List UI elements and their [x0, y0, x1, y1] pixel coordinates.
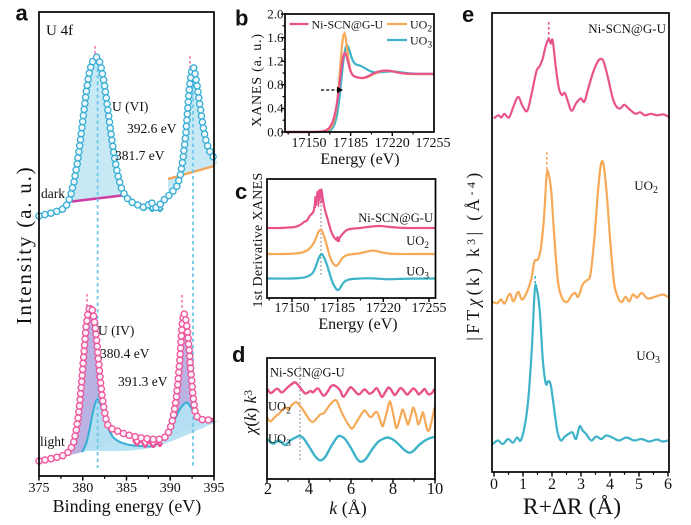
svg-text:2.0: 2.0 [267, 6, 283, 21]
svg-text:1.6: 1.6 [267, 30, 284, 45]
svg-text:UO2: UO2 [410, 18, 432, 35]
svg-text:UO2: UO2 [268, 400, 291, 417]
svg-text:0.8: 0.8 [267, 77, 283, 92]
svg-text:392.6 eV: 392.6 eV [127, 121, 177, 136]
svg-text:Energy (eV): Energy (eV) [318, 316, 397, 333]
svg-text:UO2: UO2 [634, 178, 658, 196]
svg-text:0.4: 0.4 [267, 101, 284, 116]
svg-text:1: 1 [519, 476, 527, 493]
svg-text:4: 4 [305, 479, 313, 498]
svg-text:U (VI): U (VI) [112, 99, 148, 114]
svg-text:Ni-SCN@G-U: Ni-SCN@G-U [270, 366, 345, 380]
svg-text:0.0: 0.0 [267, 124, 283, 139]
svg-text:U (IV): U (IV) [98, 323, 134, 338]
svg-text:b: b [235, 6, 248, 31]
svg-text:UO3: UO3 [410, 34, 432, 51]
svg-text:391.3 eV: 391.3 eV [118, 374, 168, 389]
svg-text:1st Derivative XANES: 1st Derivative XANES [251, 172, 266, 307]
svg-text:c: c [235, 179, 247, 204]
svg-text:Ni-SCN@G-U: Ni-SCN@G-U [588, 21, 666, 36]
svg-text:χ(k) k3: χ(k) k3 [241, 390, 260, 436]
svg-text:17220: 17220 [366, 301, 401, 316]
svg-text:375: 375 [29, 481, 50, 496]
svg-text:XANES (a. u.): XANES (a. u.) [250, 33, 265, 127]
svg-text:0: 0 [490, 476, 498, 493]
svg-text:|FTχ(k) k3| (Å-4): |FTχ(k) k3| (Å-4) [463, 169, 483, 340]
svg-text:17220: 17220 [375, 136, 410, 151]
svg-text:3: 3 [577, 476, 585, 493]
svg-text:U 4f: U 4f [46, 23, 73, 39]
svg-text:2: 2 [548, 476, 556, 493]
svg-text:381.7 eV: 381.7 eV [115, 148, 165, 163]
svg-text:e: e [462, 2, 474, 27]
svg-text:a: a [16, 1, 29, 26]
svg-text:Ni-SCN@G-U: Ni-SCN@G-U [358, 211, 433, 225]
svg-text:Energy (eV): Energy (eV) [320, 151, 399, 168]
svg-text:d: d [232, 342, 245, 367]
svg-text:380: 380 [72, 481, 93, 496]
svg-text:1.2: 1.2 [267, 54, 283, 69]
svg-text:10: 10 [427, 479, 444, 498]
svg-text:R+ΔR (Å): R+ΔR (Å) [523, 494, 621, 520]
svg-text:390: 390 [160, 481, 181, 496]
svg-text:6: 6 [664, 476, 672, 493]
svg-text:Ni-SCN@G-U: Ni-SCN@G-U [312, 18, 384, 32]
svg-text:4: 4 [606, 476, 614, 493]
svg-text:17255: 17255 [412, 301, 447, 316]
svg-text:17255: 17255 [416, 136, 451, 151]
svg-text:8: 8 [389, 479, 397, 498]
svg-text:17150: 17150 [292, 136, 327, 151]
svg-text:light: light [40, 434, 65, 449]
svg-text:Binding energy (eV): Binding energy (eV) [53, 496, 202, 517]
svg-text:dark: dark [41, 186, 65, 201]
svg-text:UO3: UO3 [406, 265, 429, 282]
svg-text:395: 395 [204, 481, 225, 496]
svg-text:k (Å): k (Å) [329, 498, 367, 519]
svg-text:UO3: UO3 [268, 432, 291, 449]
svg-text:17185: 17185 [320, 301, 355, 316]
svg-text:380.4 eV: 380.4 eV [100, 346, 150, 361]
svg-text:UO3: UO3 [636, 348, 660, 366]
svg-text:Intensity (a. u.): Intensity (a. u.) [12, 166, 36, 325]
svg-text:5: 5 [635, 476, 643, 493]
svg-text:UO2: UO2 [406, 234, 429, 251]
svg-text:17150: 17150 [275, 301, 310, 316]
svg-text:17185: 17185 [333, 136, 368, 151]
svg-text:6: 6 [347, 479, 355, 498]
svg-text:2: 2 [264, 479, 272, 498]
svg-text:385: 385 [116, 481, 137, 496]
